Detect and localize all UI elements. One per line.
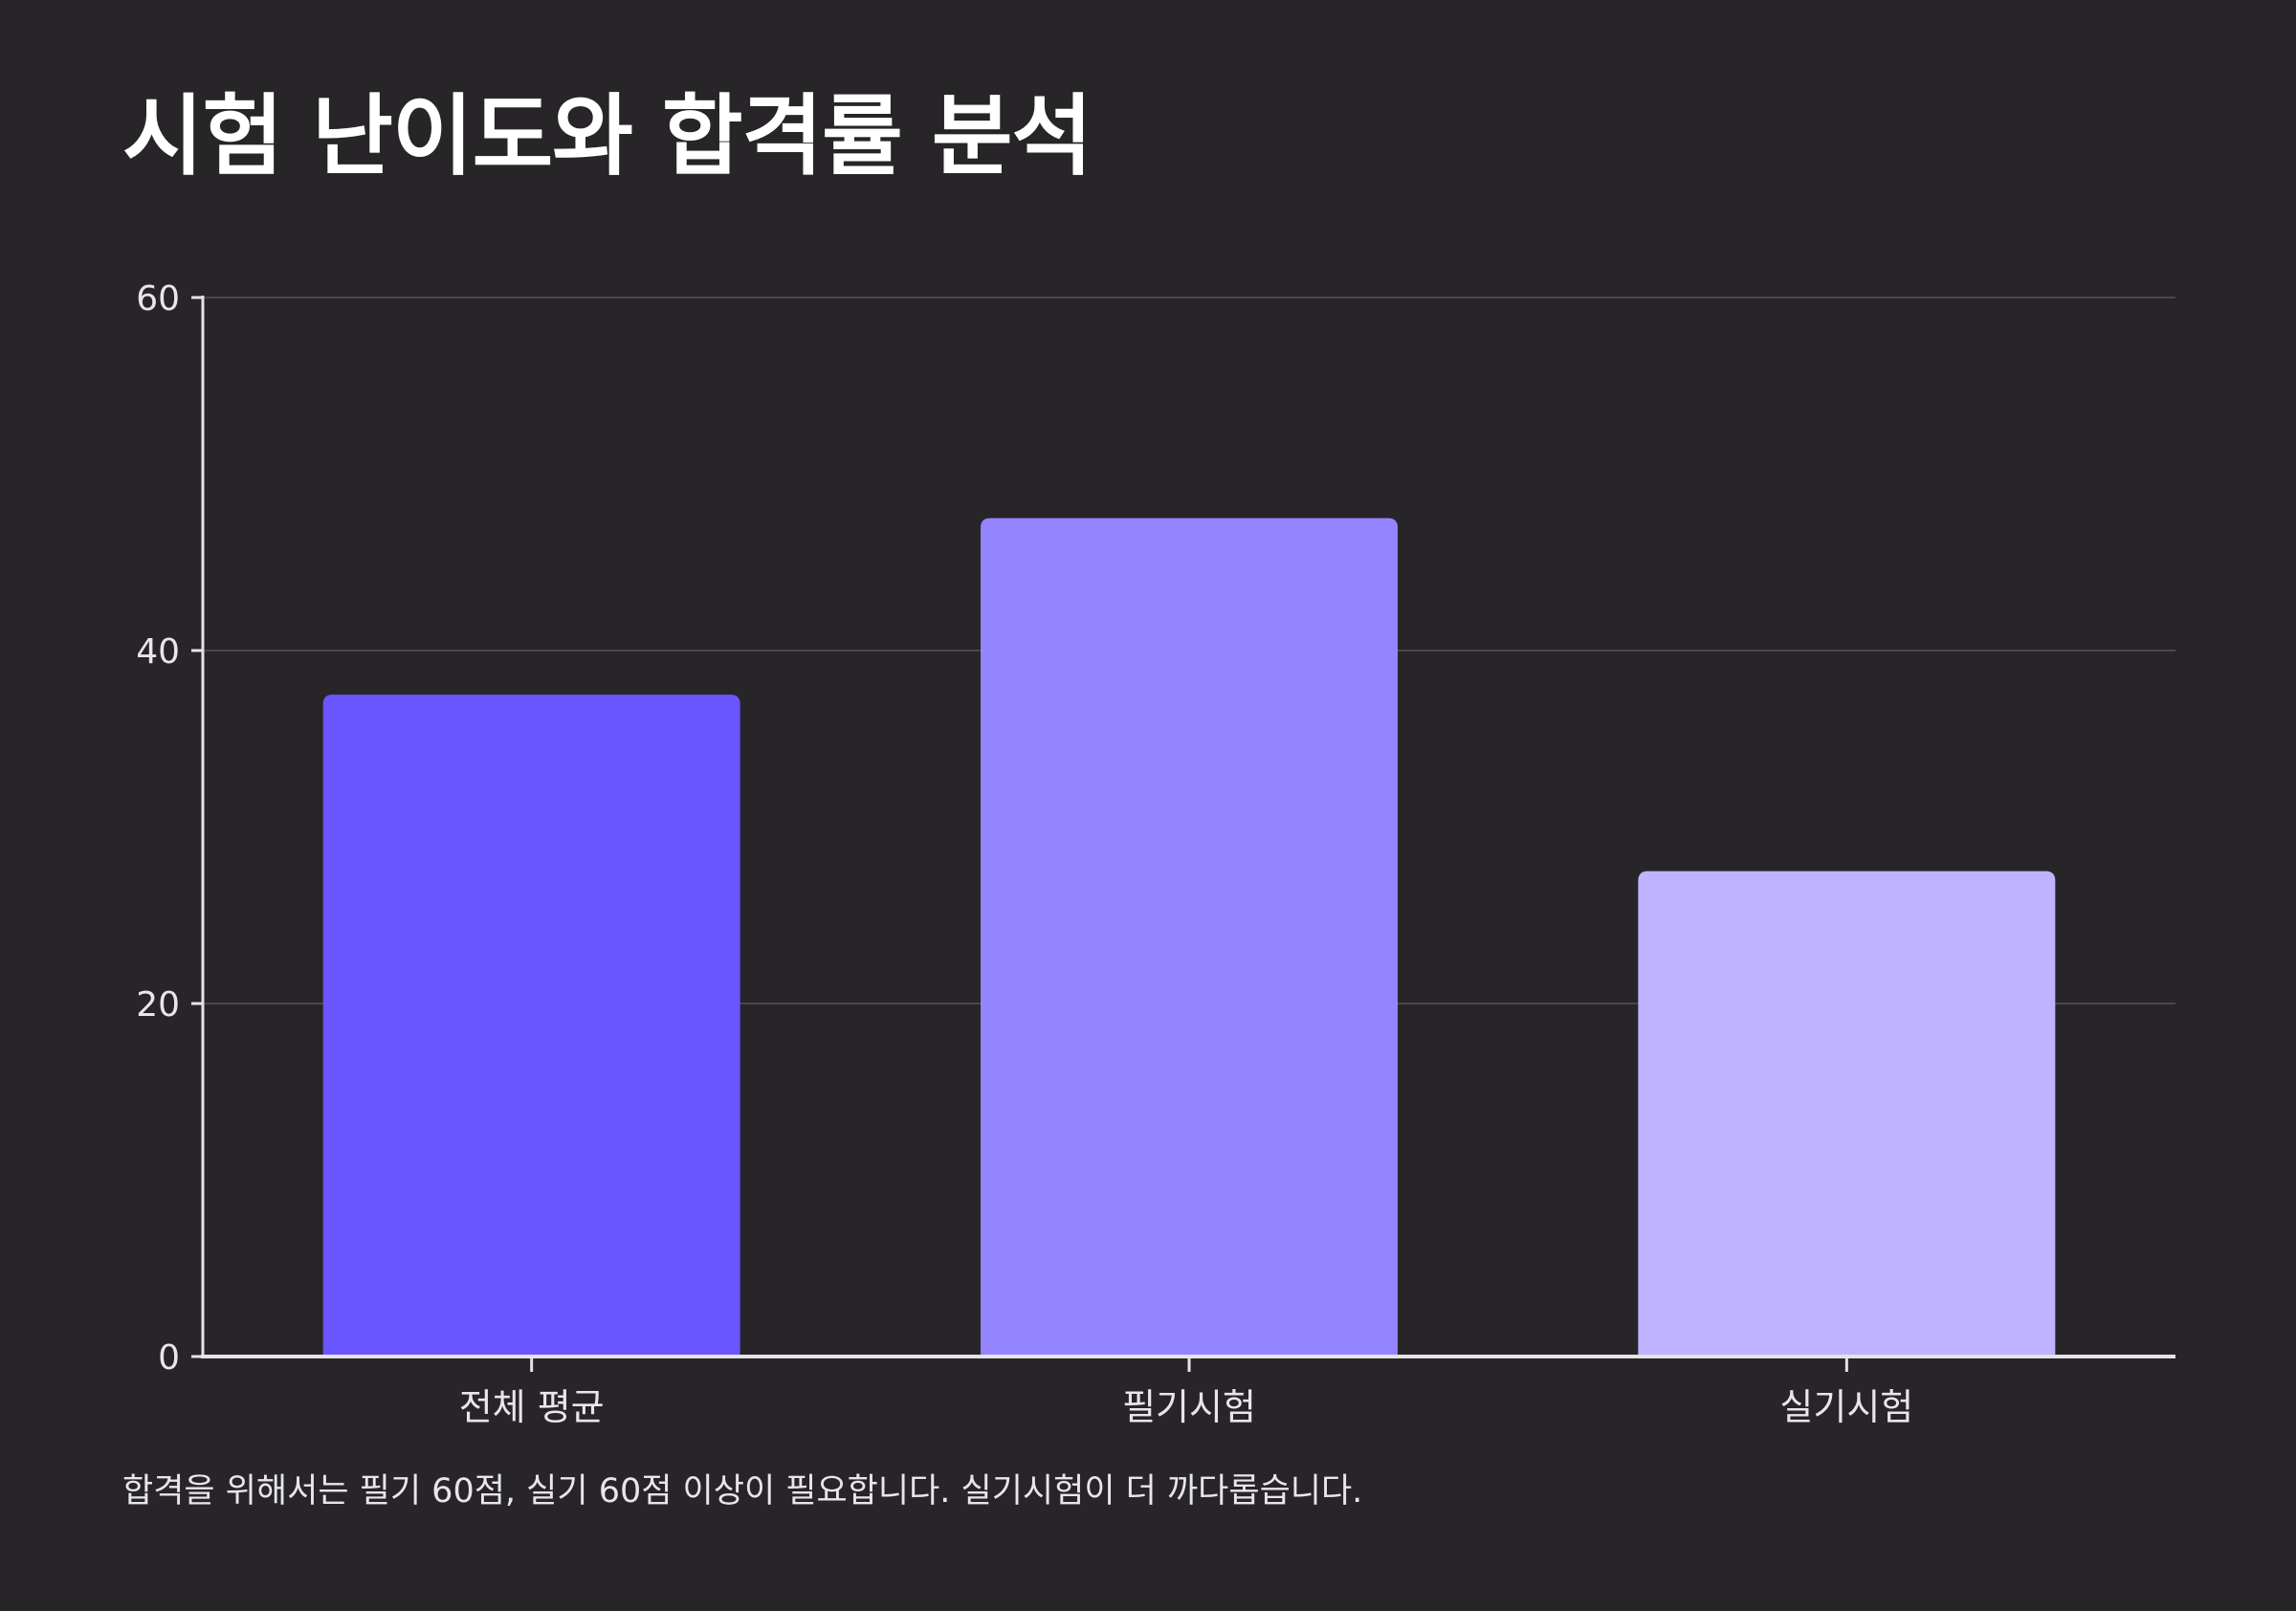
axes (191, 296, 2175, 1372)
y-tick-label: 20 (136, 985, 180, 1025)
bar-3 (1638, 871, 2056, 1357)
bar-1 (322, 695, 740, 1357)
chart-caption: 합격을 위해서는 필기 60점, 실기 60점 이상이 필요합니다. 실기시험이… (122, 1472, 1363, 1511)
y-tick-label: 60 (136, 279, 180, 319)
bars (322, 518, 2056, 1357)
x-tick-label: 전체 평균 (459, 1386, 605, 1428)
y-tick-label: 0 (158, 1338, 180, 1378)
y-tick-labels: 0 20 40 60 (136, 279, 180, 1378)
bar-2 (981, 518, 1398, 1357)
chart-title: 시험 난이도와 합격률 분석 (122, 85, 1093, 188)
x-tick-label: 필기시험 (1122, 1386, 1256, 1428)
y-tick-label: 40 (136, 632, 180, 672)
x-tick-labels: 전체 평균 필기시험 실기시험 (459, 1386, 1914, 1428)
x-tick-label: 실기시험 (1779, 1386, 1913, 1428)
